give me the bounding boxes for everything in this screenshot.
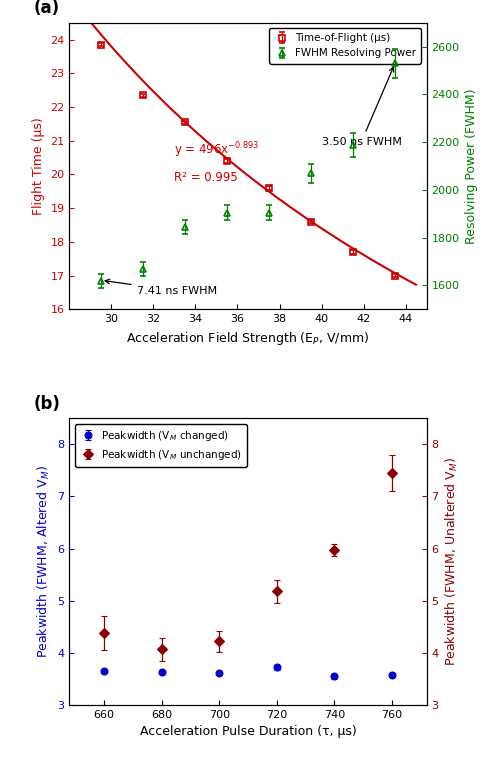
Y-axis label: Peakwidth (FWHM, Unaltered V$_M$): Peakwidth (FWHM, Unaltered V$_M$) xyxy=(444,457,460,666)
Legend: Time-of-Flight (μs), FWHM Resolving Power: Time-of-Flight (μs), FWHM Resolving Powe… xyxy=(269,28,421,64)
X-axis label: Acceleration Field Strength (E$_P$, V/mm): Acceleration Field Strength (E$_P$, V/mm… xyxy=(126,330,370,347)
Text: (a): (a) xyxy=(34,0,60,17)
Text: y = 496x$^{-0.893}$: y = 496x$^{-0.893}$ xyxy=(175,140,260,160)
X-axis label: Acceleration Pulse Duration (τ, μs): Acceleration Pulse Duration (τ, μs) xyxy=(140,725,356,738)
Legend: Peakwidth (V$_M$ changed), Peakwidth (V$_M$ unchanged): Peakwidth (V$_M$ changed), Peakwidth (V$… xyxy=(75,424,247,467)
Text: (b): (b) xyxy=(34,395,61,412)
Y-axis label: Resolving Power (FWHM): Resolving Power (FWHM) xyxy=(465,89,478,244)
Text: 7.41 ns FWHM: 7.41 ns FWHM xyxy=(105,279,217,296)
Y-axis label: Flight Time (μs): Flight Time (μs) xyxy=(32,117,45,215)
Y-axis label: Peakwidth (FWHM, Altered V$_M$): Peakwidth (FWHM, Altered V$_M$) xyxy=(36,465,52,658)
Text: 3.50 ns FWHM: 3.50 ns FWHM xyxy=(321,67,401,146)
Text: R² = 0.995: R² = 0.995 xyxy=(175,171,238,184)
